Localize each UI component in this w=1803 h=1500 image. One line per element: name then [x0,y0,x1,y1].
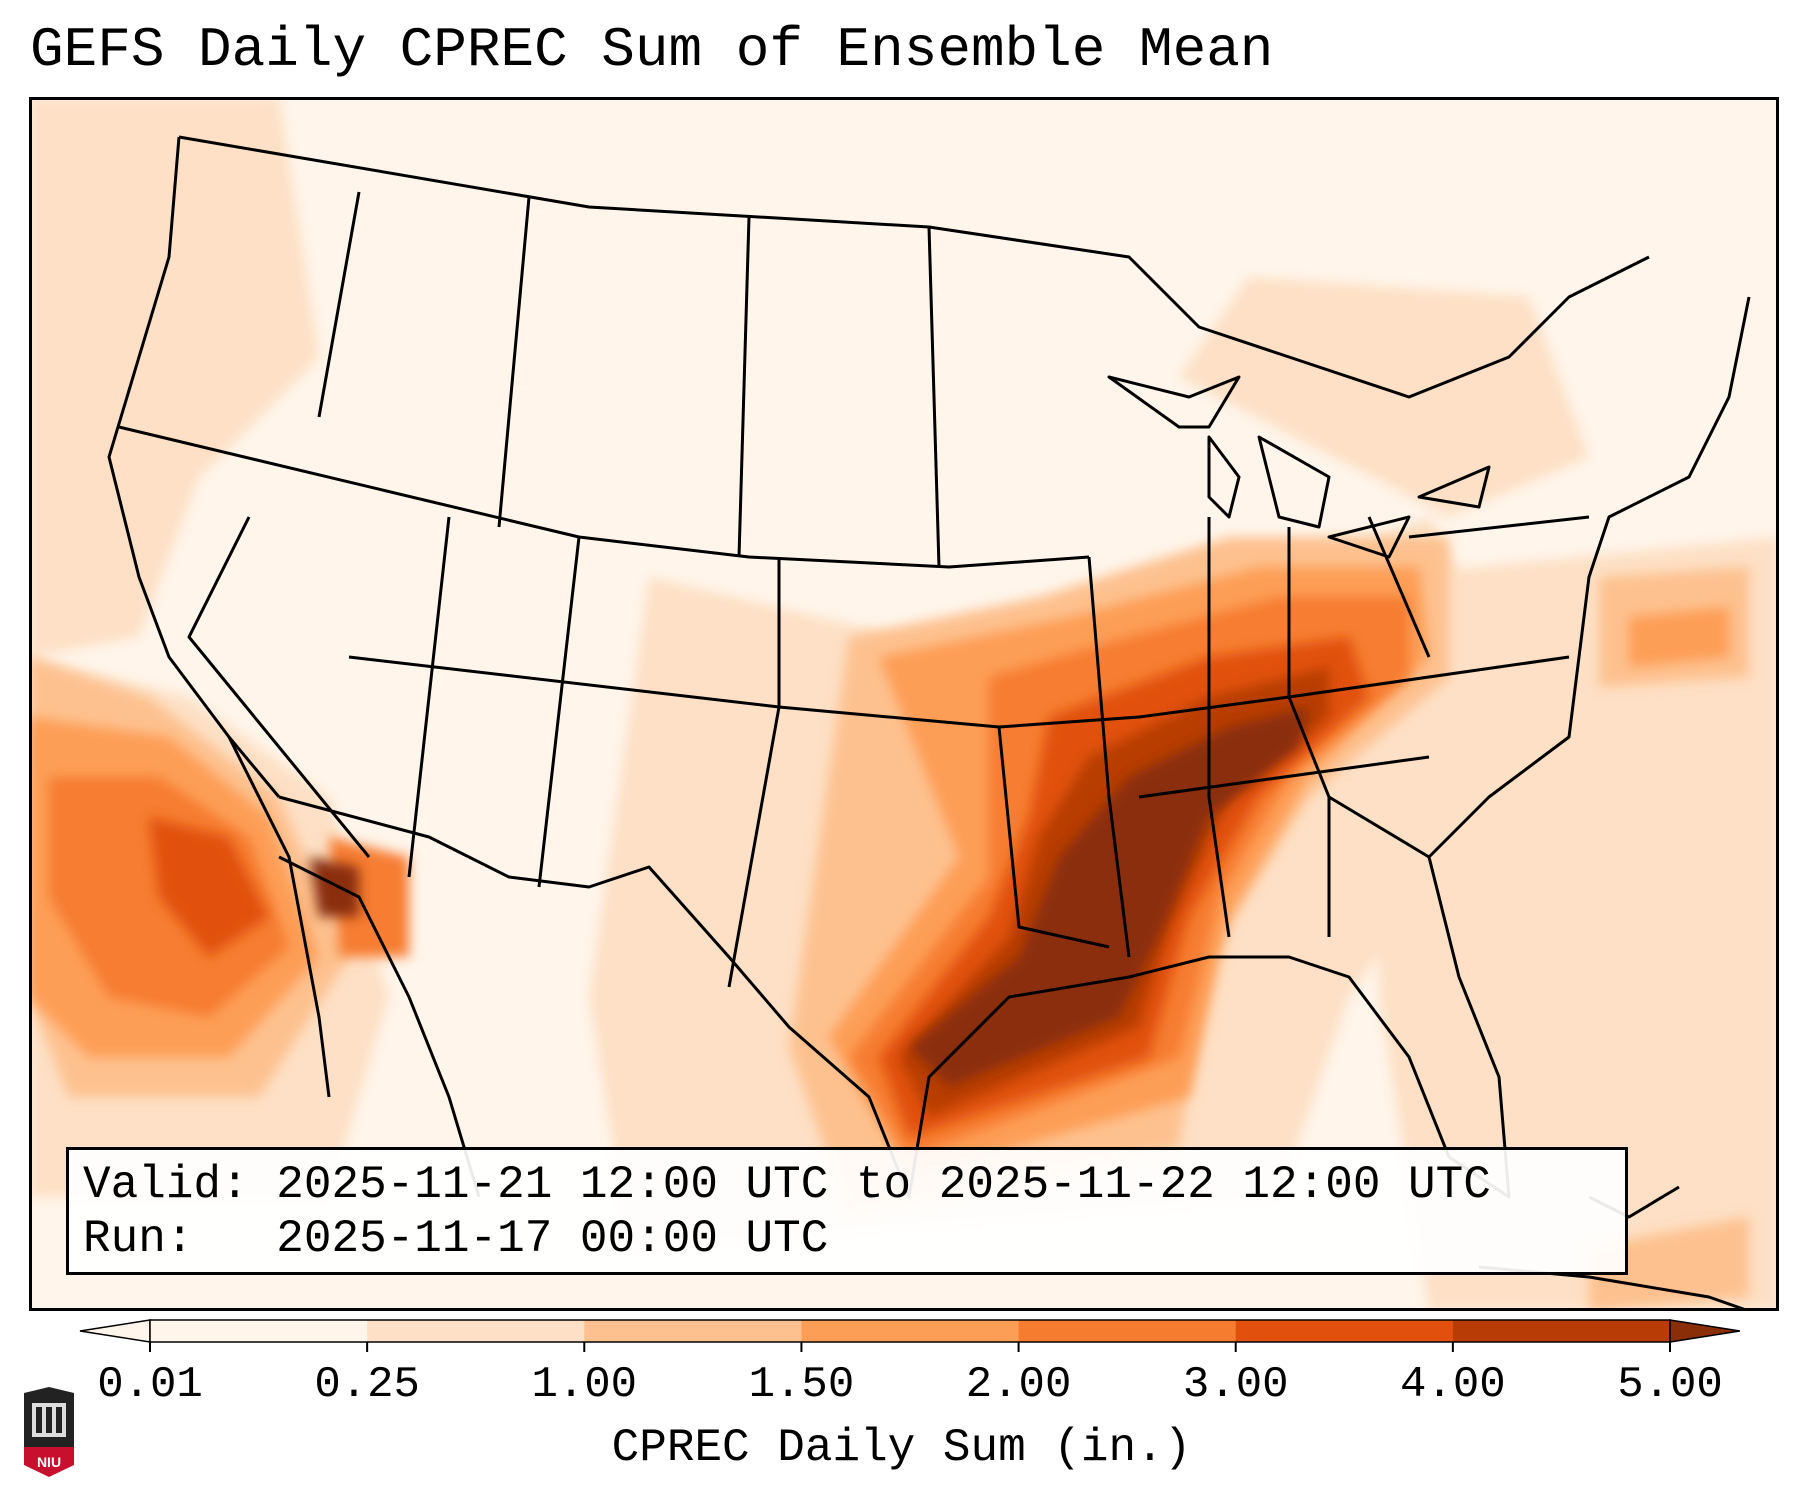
valid-value: 2025-11-21 12:00 UTC to 2025-11-22 12:00… [276,1159,1491,1211]
map-border [29,97,1779,1311]
colorbar-tick-label: 3.00 [1183,1360,1289,1410]
run-value: 2025-11-17 00:00 UTC [276,1213,829,1265]
colorbar-tick-label: 4.00 [1400,1360,1506,1410]
colorbar-label: CPREC Daily Sum (in.) [611,1422,1192,1474]
colorbar-tick-label: 5.00 [1617,1360,1723,1410]
valid-label: Valid: [83,1159,249,1211]
colorbar-tick-label: 2.00 [966,1360,1072,1410]
info-box: Valid: 2025-11-21 12:00 UTC to 2025-11-2… [66,1147,1628,1275]
svg-text:NIU: NIU [37,1454,61,1470]
colorbar-tick-label: 0.25 [314,1360,420,1410]
colorbar-extend-min [79,1319,151,1343]
niu-logo: NIU [20,1385,78,1480]
precipitation-map [29,97,1779,1311]
precip-field [29,97,1779,1311]
colorbar-tick-label: 1.50 [749,1360,855,1410]
colorbar-outline [149,1319,1671,1343]
colorbar-segment [150,1320,368,1342]
run-line: Run: 2025-11-17 00:00 UTC [83,1212,1611,1266]
colorbar-segment [1018,1320,1237,1342]
colorbar-segment [801,1320,1020,1342]
colorbar-segment [1452,1320,1671,1342]
run-label: Run: [83,1213,194,1265]
colorbar-segment [584,1320,802,1342]
page-title: GEFS Daily CPREC Sum of Ensemble Mean [30,18,1274,82]
state-boundaries [107,135,1751,1311]
colorbar-segment [367,1320,585,1342]
colorbar: 0.01 0.25 1.00 1.50 2.00 3.00 4.00 5.00 [70,1312,1741,1432]
colorbar-segment [1235,1320,1454,1342]
colorbar-extend-max [1669,1319,1741,1343]
colorbar-tick-label: 1.00 [531,1360,637,1410]
colorbar-tick-label: 0.01 [97,1360,203,1410]
valid-line: Valid: 2025-11-21 12:00 UTC to 2025-11-2… [83,1158,1611,1212]
